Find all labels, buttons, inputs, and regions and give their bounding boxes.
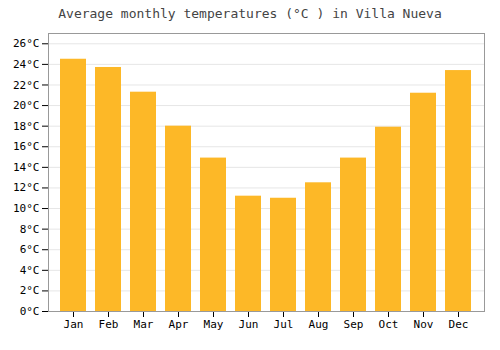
svg-text:Apr: Apr: [169, 318, 189, 331]
svg-text:Oct: Oct: [379, 318, 399, 331]
svg-text:18°C: 18°C: [13, 120, 40, 133]
svg-text:Jul: Jul: [274, 318, 294, 331]
svg-text:8°C: 8°C: [20, 223, 40, 236]
html-text:Average monthly temperatures (: Average monthly temperatures (°C ) in Vi…: [58, 6, 442, 21]
svg-text:26°C: 26°C: [13, 37, 40, 50]
svg-text:Sep: Sep: [344, 318, 364, 331]
svg-text:16°C: 16°C: [13, 140, 40, 153]
svg-text:Jan: Jan: [64, 318, 84, 331]
svg-text:14°C: 14°C: [13, 161, 40, 174]
svg-text:6°C: 6°C: [20, 243, 40, 256]
svg-text:Dec: Dec: [449, 318, 469, 331]
svg-text:4°C: 4°C: [20, 264, 40, 277]
svg-text:22°C: 22°C: [13, 79, 40, 92]
svg-text:2°C: 2°C: [20, 284, 40, 297]
svg-text:10°C: 10°C: [13, 202, 40, 215]
svg-text:20°C: 20°C: [13, 99, 40, 112]
svg-text:0°C: 0°C: [20, 305, 40, 318]
svg-text:Nov: Nov: [414, 318, 434, 331]
svg-text:Jun: Jun: [239, 318, 259, 331]
svg-text:24°C: 24°C: [13, 58, 40, 71]
svg-text:Mar: Mar: [134, 318, 154, 331]
svg-text:Aug: Aug: [309, 318, 329, 331]
svg-text:May: May: [204, 318, 224, 331]
svg-text:Feb: Feb: [99, 318, 119, 331]
svg-text:12°C: 12°C: [13, 181, 40, 194]
